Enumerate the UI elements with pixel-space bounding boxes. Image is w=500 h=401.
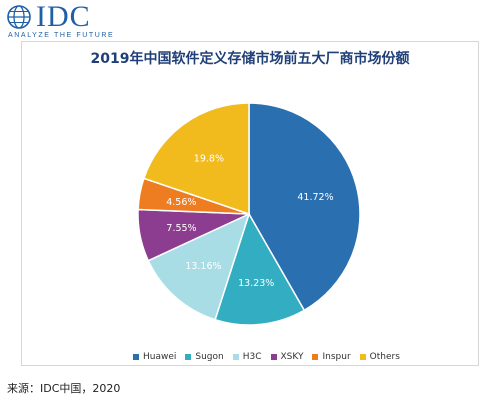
slice-label-h3c: 13.16%	[185, 261, 221, 272]
legend-label-inspur: Inspur	[322, 352, 351, 362]
legend-label-others: Others	[369, 352, 400, 362]
slice-label-others: 19.8%	[194, 154, 224, 165]
idc-globe-icon	[7, 5, 31, 29]
slice-label-xsky: 7.55%	[166, 223, 196, 234]
pie-slice-sugon	[214, 212, 306, 326]
legend-label-h3c: H3C	[242, 352, 262, 362]
slice-label-huawei: 41.72%	[297, 192, 333, 203]
idc-logo: IDC ANALYZE THE FUTURE	[6, 0, 156, 44]
legend-label-huawei: Huawei	[143, 352, 177, 362]
legend-item-others: Others	[359, 352, 400, 362]
legend-swatch-xsky	[270, 354, 277, 360]
source-note: 来源：IDC中国，2020	[7, 382, 121, 395]
legend-swatch-others	[359, 354, 366, 360]
legend-label-xsky: XSKY	[280, 352, 304, 362]
legend-label-sugon: Sugon	[195, 352, 224, 362]
legend-item-sugon: Sugon	[185, 352, 224, 362]
pie-slice-others	[142, 102, 250, 216]
chart-title: 2019年中国软件定义存储市场前五大厂商市场份额	[90, 51, 410, 67]
legend-item-inspur: Inspur	[312, 352, 351, 362]
pie-slice-labels: 41.72% 13.23% 13.16% 7.55% 4.56% 19.8%	[166, 154, 333, 289]
legend-swatch-h3c	[232, 354, 239, 360]
logo-text: IDC	[36, 0, 91, 33]
legend-swatch-huawei	[133, 354, 139, 360]
pie-slice-h3c	[147, 212, 251, 321]
chart-legend: Huawei Sugon H3C XSKY Inspur Others	[133, 351, 409, 363]
legend-item-h3c: H3C	[232, 352, 262, 362]
slice-label-inspur: 4.56%	[166, 197, 196, 208]
pie-slice-huawei	[248, 102, 361, 312]
legend-item-xsky: XSKY	[270, 352, 304, 362]
slice-label-sugon: 13.23%	[238, 278, 274, 289]
legend-swatch-sugon	[185, 354, 192, 360]
pie-slices	[137, 102, 361, 326]
legend-item-huawei: Huawei	[133, 352, 176, 362]
logo-tagline: ANALYZE THE FUTURE	[8, 32, 115, 39]
legend-swatch-inspur	[312, 354, 319, 360]
